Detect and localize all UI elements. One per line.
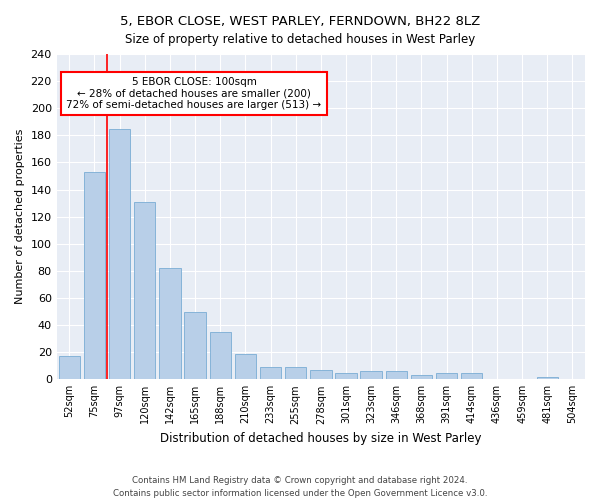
Bar	[411, 375, 432, 380]
Bar	[536, 376, 558, 380]
Bar	[436, 372, 457, 380]
Bar	[109, 128, 130, 380]
Bar	[285, 367, 307, 380]
Bar	[184, 312, 206, 380]
Text: Contains HM Land Registry data © Crown copyright and database right 2024.
Contai: Contains HM Land Registry data © Crown c…	[113, 476, 487, 498]
Bar	[461, 372, 482, 380]
Bar	[159, 268, 181, 380]
Bar	[361, 371, 382, 380]
Text: 5, EBOR CLOSE, WEST PARLEY, FERNDOWN, BH22 8LZ: 5, EBOR CLOSE, WEST PARLEY, FERNDOWN, BH…	[120, 15, 480, 28]
Text: Size of property relative to detached houses in West Parley: Size of property relative to detached ho…	[125, 32, 475, 46]
Bar	[235, 354, 256, 380]
Bar	[59, 356, 80, 380]
Y-axis label: Number of detached properties: Number of detached properties	[15, 129, 25, 304]
Bar	[335, 372, 356, 380]
Bar	[386, 371, 407, 380]
Text: 5 EBOR CLOSE: 100sqm
← 28% of detached houses are smaller (200)
72% of semi-deta: 5 EBOR CLOSE: 100sqm ← 28% of detached h…	[67, 77, 322, 110]
Bar	[134, 202, 155, 380]
X-axis label: Distribution of detached houses by size in West Parley: Distribution of detached houses by size …	[160, 432, 482, 445]
Bar	[84, 172, 105, 380]
Bar	[260, 367, 281, 380]
Bar	[310, 370, 332, 380]
Bar	[209, 332, 231, 380]
